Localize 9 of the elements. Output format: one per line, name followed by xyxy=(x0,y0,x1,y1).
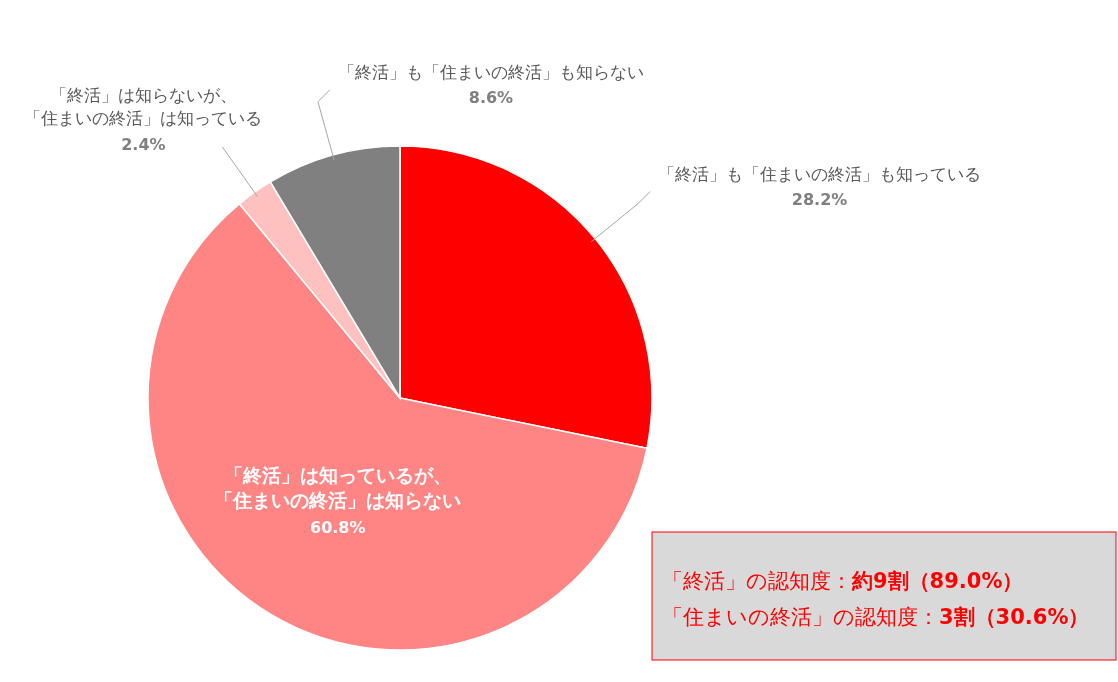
slice-label: 「終活」は知らないが、「住まいの終活」は知っている xyxy=(24,85,263,128)
slice-label: 「終活」は知っているが、「住まいの終活」は知らない xyxy=(214,463,462,512)
data-label: 28.2% xyxy=(791,190,848,210)
slice-label: 「終活」も「住まいの終活」も知っている xyxy=(658,163,982,184)
slice-label: 「終活」も「住まいの終活」も知らない xyxy=(337,61,644,82)
note: 「終活」の認知度：約9割（89.0%） 「住まいの終活」の認知度：3割（30.6%） xyxy=(651,531,1117,661)
data-label: 8.6% xyxy=(468,88,514,108)
data-label: 2.4% xyxy=(121,134,166,154)
data-label: 60.8% xyxy=(310,517,366,537)
